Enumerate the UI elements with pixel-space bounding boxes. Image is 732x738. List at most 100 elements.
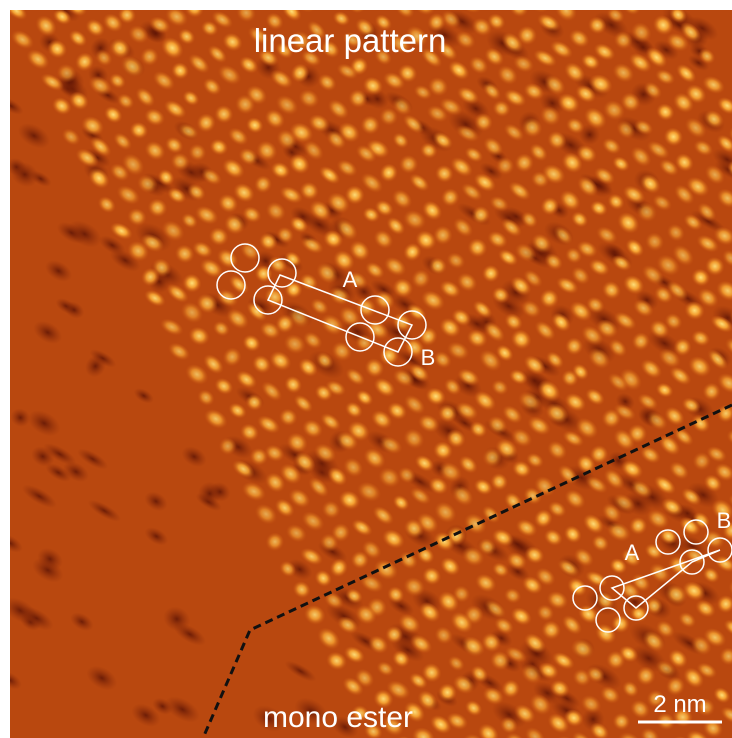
texture-spot bbox=[420, 48, 442, 69]
texture-spot bbox=[397, 614, 421, 635]
texture-spot bbox=[315, 262, 338, 285]
texture-spot bbox=[545, 351, 564, 370]
texture-spot bbox=[249, 448, 268, 467]
texture-spot bbox=[19, 606, 54, 631]
texture-spot bbox=[25, 49, 50, 71]
texture-spot bbox=[684, 117, 707, 140]
texture-spot bbox=[606, 522, 631, 543]
texture-spot bbox=[681, 397, 701, 415]
texture-spot bbox=[466, 238, 488, 259]
texture-spot bbox=[381, 716, 404, 737]
corner-label: A bbox=[343, 267, 358, 292]
texture-spot bbox=[568, 29, 590, 49]
texture-spot bbox=[84, 19, 105, 38]
texture-spot bbox=[134, 87, 155, 108]
texture-spot bbox=[512, 55, 534, 74]
texture-spot bbox=[109, 249, 141, 272]
texture-spot bbox=[521, 117, 542, 139]
texture-spot bbox=[344, 402, 363, 419]
texture-spot bbox=[724, 338, 732, 358]
texture-spot bbox=[187, 327, 210, 347]
texture-spot bbox=[715, 595, 732, 615]
texture-spot bbox=[546, 131, 567, 151]
texture-spot bbox=[683, 301, 705, 321]
texture-spot bbox=[671, 245, 694, 267]
texture-spot bbox=[508, 10, 528, 18]
texture-spot bbox=[507, 181, 531, 202]
texture-spot bbox=[556, 93, 580, 115]
texture-spot bbox=[40, 73, 64, 92]
texture-spot bbox=[490, 379, 509, 396]
texture-spot bbox=[183, 10, 204, 19]
texture-spot bbox=[207, 45, 227, 64]
texture-spot bbox=[323, 592, 344, 610]
texture-spot bbox=[292, 581, 311, 600]
texture-spot bbox=[64, 301, 85, 319]
texture-spot bbox=[330, 341, 352, 363]
texture-spot bbox=[440, 10, 461, 30]
texture-spot bbox=[373, 559, 398, 582]
texture-spot bbox=[644, 232, 664, 252]
texture-spot bbox=[721, 521, 732, 542]
texture-spot bbox=[241, 335, 261, 353]
texture-spot bbox=[294, 697, 329, 725]
texture-spot bbox=[436, 42, 458, 62]
texture-spot bbox=[87, 499, 122, 522]
texture-spot bbox=[556, 559, 580, 578]
texture-spot bbox=[480, 633, 501, 653]
texture-spot bbox=[486, 416, 507, 436]
texture-spot bbox=[589, 200, 608, 217]
texture-spot bbox=[585, 297, 605, 315]
texture-spot bbox=[195, 113, 216, 134]
texture-spot bbox=[34, 15, 57, 38]
texture-spot bbox=[464, 700, 483, 717]
texture-spot bbox=[508, 369, 528, 386]
texture-spot bbox=[653, 475, 676, 496]
texture-spot bbox=[177, 28, 195, 46]
texture-spot bbox=[52, 10, 72, 26]
texture-spot bbox=[227, 127, 249, 147]
texture-spot bbox=[10, 30, 34, 50]
texture-spot bbox=[392, 369, 415, 388]
texture-spot bbox=[528, 143, 548, 162]
texture-spot bbox=[701, 383, 721, 402]
texture-spot bbox=[497, 249, 518, 267]
texture-spot bbox=[196, 389, 215, 407]
texture-spot bbox=[570, 211, 588, 229]
texture-spot bbox=[602, 100, 625, 122]
texture-spot bbox=[685, 730, 709, 738]
texture-spot bbox=[354, 18, 375, 38]
texture-spot bbox=[139, 48, 159, 67]
texture-spot bbox=[112, 132, 132, 151]
texture-spot bbox=[560, 152, 583, 174]
texture-spot bbox=[658, 159, 679, 177]
texture-spot bbox=[612, 429, 635, 452]
texture-spot bbox=[259, 322, 281, 341]
texture-spot bbox=[347, 89, 368, 109]
texture-spot bbox=[345, 588, 363, 605]
texture-spot bbox=[574, 85, 596, 104]
texture-spot bbox=[163, 100, 187, 120]
texture-spot bbox=[454, 402, 479, 421]
texture-spot bbox=[364, 262, 385, 280]
texture-spot bbox=[256, 415, 280, 435]
texture-spot bbox=[482, 321, 505, 343]
texture-spot bbox=[588, 259, 610, 277]
texture-spot bbox=[80, 116, 104, 137]
texture-spot bbox=[288, 488, 311, 509]
texture-spot bbox=[648, 563, 670, 584]
texture-spot bbox=[720, 706, 732, 725]
texture-spot bbox=[385, 217, 405, 236]
texture-spot bbox=[199, 259, 223, 279]
texture-spot bbox=[526, 416, 551, 437]
texture-spot bbox=[631, 332, 650, 352]
texture-spot bbox=[520, 300, 541, 319]
texture-spot bbox=[432, 225, 453, 246]
texture-spot bbox=[372, 230, 393, 250]
texture-spot bbox=[524, 727, 545, 738]
texture-spot bbox=[300, 50, 321, 68]
texture-spot bbox=[632, 299, 654, 318]
texture-spot bbox=[268, 351, 292, 372]
texture-spot bbox=[421, 567, 441, 587]
texture-spot bbox=[703, 165, 725, 186]
